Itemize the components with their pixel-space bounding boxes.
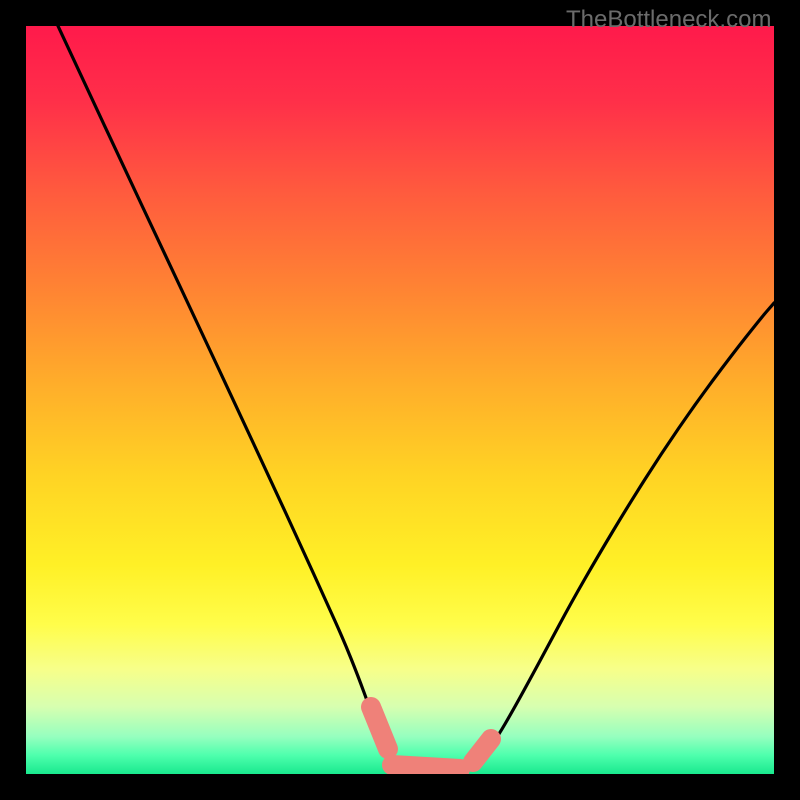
salmon-marker-group: [371, 707, 491, 769]
salmon-segment: [473, 739, 491, 762]
chart-overlay: [0, 0, 800, 800]
salmon-segment: [392, 765, 460, 769]
salmon-segment: [371, 707, 388, 749]
bottleneck-curve: [58, 26, 774, 774]
